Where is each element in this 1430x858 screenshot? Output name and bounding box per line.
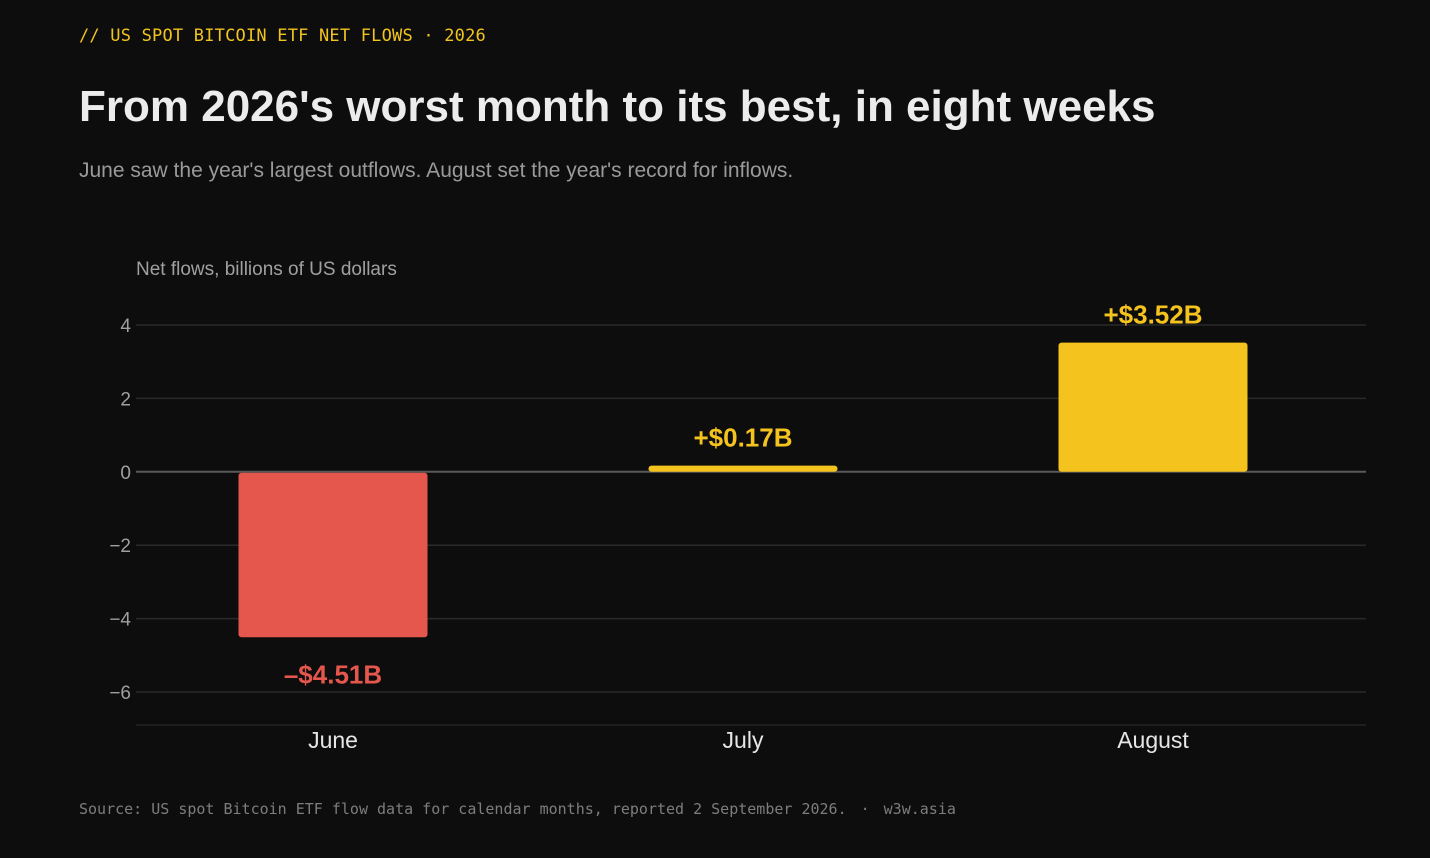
x-tick-label-august: August <box>1117 727 1189 753</box>
y-tick-label: −2 <box>109 536 131 557</box>
chart-title: From 2026's worst month to its best, in … <box>79 82 1156 131</box>
y-tick-label: 4 <box>120 316 131 337</box>
value-labels: –$4.51B +$0.17B +$3.52B <box>284 300 1203 690</box>
y-axis-label: Net flows, billions of US dollars <box>136 259 397 280</box>
x-tick-label-july: July <box>723 727 764 753</box>
y-axis-ticks: 4 2 0 −2 −4 −6 <box>109 316 131 704</box>
site-credit: w3w.asia <box>883 800 956 818</box>
x-axis-ticks: June July August <box>308 727 1189 753</box>
chart-kicker: // US SPOT BITCOIN ETF NET FLOWS · 2026 <box>79 26 486 46</box>
bar-july <box>648 465 838 472</box>
value-label-august: +$3.52B <box>1103 300 1202 330</box>
bar-june <box>238 472 428 638</box>
chart-subtitle: June saw the year's largest outflows. Au… <box>79 159 794 182</box>
value-label-june: –$4.51B <box>284 659 382 689</box>
source-footer: Source: US spot Bitcoin ETF flow data fo… <box>79 800 956 818</box>
y-tick-label: 0 <box>120 463 131 484</box>
y-tick-label: 2 <box>120 389 131 410</box>
y-tick-label: −6 <box>109 683 131 704</box>
bar-august <box>1058 342 1248 472</box>
bars <box>238 342 1248 638</box>
y-tick-label: −4 <box>109 610 131 631</box>
x-tick-label-june: June <box>308 727 358 753</box>
value-label-july: +$0.17B <box>693 423 792 453</box>
footer-separator: · <box>860 800 870 818</box>
source-note: Source: US spot Bitcoin ETF flow data fo… <box>79 800 847 818</box>
